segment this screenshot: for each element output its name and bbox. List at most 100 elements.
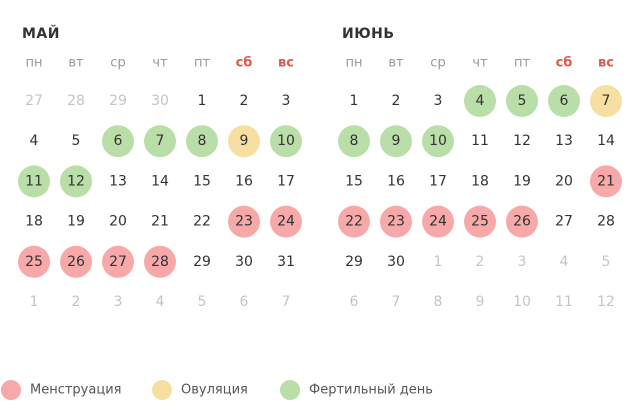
day-marker [186, 125, 218, 158]
day: 1 [434, 254, 443, 270]
day: 27 [109, 254, 127, 270]
day-marker [506, 205, 538, 238]
day: 22 [193, 214, 211, 230]
day: 16 [235, 173, 253, 189]
day: 2 [240, 93, 249, 109]
day: 10 [429, 133, 447, 149]
weekday: пт [194, 56, 210, 71]
day: 4 [560, 254, 569, 270]
day: 1 [30, 294, 39, 310]
day: 30 [235, 254, 253, 270]
day: 29 [193, 254, 211, 270]
day: 9 [392, 133, 401, 149]
day: 27 [555, 214, 573, 230]
day-marker [270, 205, 302, 238]
day: 15 [193, 173, 211, 189]
day-marker [144, 245, 176, 278]
weekday: чт [472, 56, 488, 71]
day: 25 [25, 254, 43, 270]
day-marker [590, 85, 622, 117]
day: 25 [471, 214, 489, 230]
day: 7 [392, 294, 401, 310]
day: 10 [277, 133, 295, 149]
month-title: ИЮНЬ [342, 26, 395, 42]
day: 8 [350, 133, 359, 149]
day: 14 [151, 173, 169, 189]
legend-marker [152, 380, 172, 400]
day: 11 [471, 133, 489, 149]
weekday: пт [514, 56, 530, 71]
day-marker [144, 125, 176, 158]
day: 26 [513, 214, 531, 230]
day: 20 [109, 214, 127, 230]
day: 3 [114, 294, 123, 310]
day: 23 [387, 214, 405, 230]
day-marker [102, 245, 134, 278]
legend-label: Менструация [30, 383, 121, 398]
day: 7 [156, 133, 165, 149]
day: 31 [277, 254, 295, 270]
legend-label: Фертильный день [309, 383, 433, 398]
day: 28 [597, 214, 615, 230]
day: 18 [471, 173, 489, 189]
day: 5 [602, 254, 611, 270]
weekday: чт [152, 56, 168, 71]
day: 3 [282, 93, 291, 109]
day-marker [506, 85, 538, 117]
day: 2 [72, 294, 81, 310]
day-marker [548, 85, 580, 117]
day: 12 [67, 173, 85, 189]
day: 7 [602, 93, 611, 109]
day-marker [60, 165, 92, 198]
day: 2 [476, 254, 485, 270]
day: 21 [597, 173, 615, 189]
day: 11 [555, 294, 573, 310]
day-marker [228, 205, 260, 238]
day: 11 [25, 173, 43, 189]
day: 26 [67, 254, 85, 270]
day: 6 [350, 294, 359, 310]
day: 24 [429, 214, 447, 230]
day: 4 [476, 93, 485, 109]
weekday: пн [26, 56, 43, 71]
weekday: вт [388, 56, 404, 71]
day: 5 [518, 93, 527, 109]
day-marker [380, 205, 412, 238]
day: 28 [67, 93, 85, 109]
day: 20 [555, 173, 573, 189]
day: 29 [345, 254, 363, 270]
day: 2 [392, 93, 401, 109]
weekday: вт [68, 56, 84, 71]
day-marker [464, 205, 496, 238]
day: 30 [387, 254, 405, 270]
day-marker [18, 165, 50, 198]
day: 6 [240, 294, 249, 310]
day: 21 [151, 214, 169, 230]
day: 19 [513, 173, 531, 189]
day: 6 [560, 93, 569, 109]
weekday: вс [598, 56, 614, 71]
day: 17 [429, 173, 447, 189]
day: 10 [513, 294, 531, 310]
day-marker [380, 125, 412, 158]
day-marker [102, 125, 134, 158]
day: 4 [30, 133, 39, 149]
day: 9 [240, 133, 249, 149]
day: 27 [25, 93, 43, 109]
day-marker [338, 205, 370, 238]
day: 14 [597, 133, 615, 149]
day: 5 [72, 133, 81, 149]
day-marker [422, 205, 454, 238]
day-marker [590, 165, 622, 198]
day: 19 [67, 214, 85, 230]
weekday: пн [346, 56, 363, 71]
day: 15 [345, 173, 363, 189]
legend-marker [280, 380, 300, 400]
day: 3 [434, 93, 443, 109]
day: 28 [151, 254, 169, 270]
day: 9 [476, 294, 485, 310]
day-marker [338, 125, 370, 158]
day: 30 [151, 93, 169, 109]
legend-label: Овуляция [181, 383, 248, 398]
day: 23 [235, 214, 253, 230]
